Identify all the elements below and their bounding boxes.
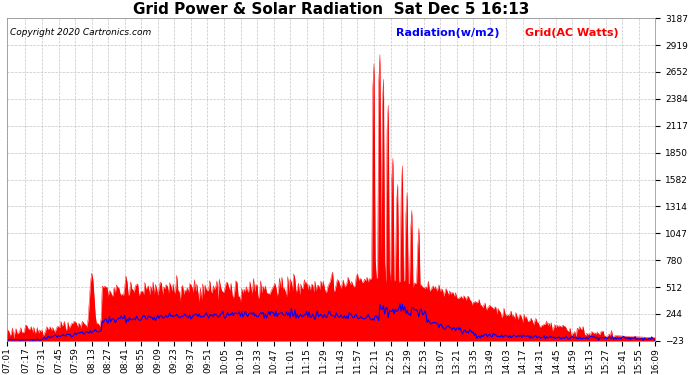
- Text: Copyright 2020 Cartronics.com: Copyright 2020 Cartronics.com: [10, 28, 151, 37]
- Title: Grid Power & Solar Radiation  Sat Dec 5 16:13: Grid Power & Solar Radiation Sat Dec 5 1…: [132, 2, 529, 17]
- Text: Grid(AC Watts): Grid(AC Watts): [526, 28, 619, 38]
- Text: Radiation(w/m2): Radiation(w/m2): [396, 28, 500, 38]
